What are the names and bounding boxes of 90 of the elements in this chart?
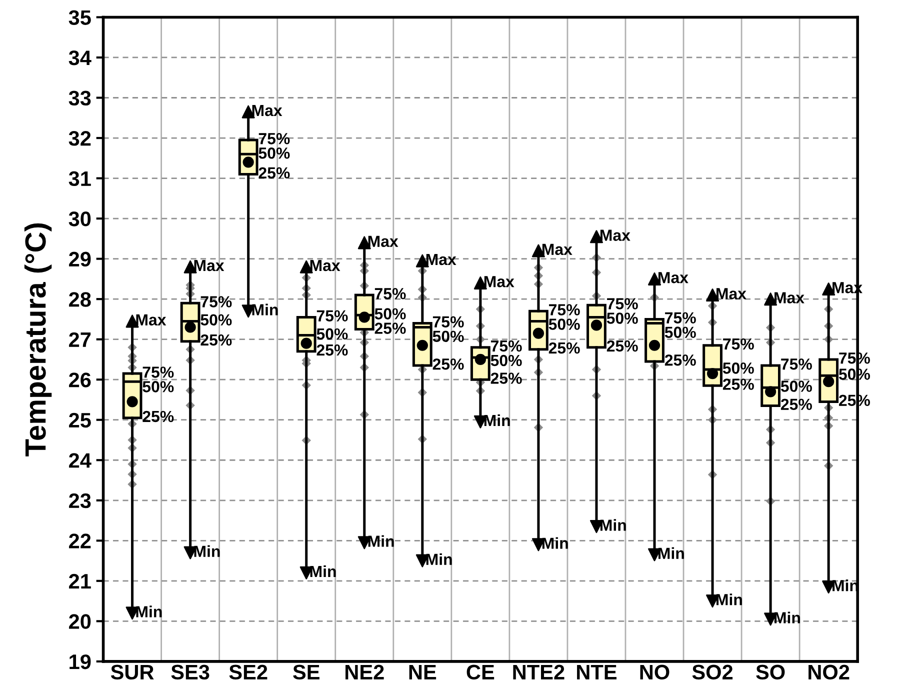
annotation: Min: [658, 547, 684, 559]
y-tick-label: 19: [70, 654, 91, 670]
annotation: 50%: [664, 326, 696, 338]
annotation: Min: [542, 537, 568, 549]
y-tick-label: 21: [69, 574, 91, 588]
x-tick-label: CE: [466, 664, 494, 680]
annotation: 50%: [780, 380, 812, 392]
annotation: Min: [774, 612, 800, 624]
x-tick-label: SO: [756, 664, 785, 680]
annotation: 25%: [664, 354, 696, 366]
y-tick-label: 32: [68, 131, 91, 146]
y-axis-title: Temperatura (°C): [24, 223, 52, 456]
annotation: Max: [600, 230, 630, 241]
annotation: 50%: [548, 318, 580, 330]
x-tick-label: NTE: [577, 664, 616, 680]
annotation: 50%: [432, 330, 464, 342]
annotation: Max: [658, 272, 688, 284]
annotation: 25%: [374, 322, 406, 334]
annotation: Min: [310, 565, 336, 577]
annotation: 50%: [316, 328, 348, 340]
annotation: Min: [484, 414, 510, 426]
annotation: 75%: [432, 316, 464, 328]
annotation: 25%: [258, 167, 290, 179]
y-tick-label: 35: [68, 10, 91, 26]
annotation: 25%: [200, 334, 232, 346]
annotation: Min: [600, 519, 626, 531]
y-tick-label: 22: [69, 534, 91, 548]
y-tick-label: 33: [68, 90, 91, 106]
annotation: Min: [252, 304, 278, 316]
annotation: 50%: [722, 362, 754, 374]
x-tick-label: NE2: [346, 664, 384, 680]
annotation: Max: [716, 288, 746, 300]
annotation: Max: [136, 314, 166, 326]
annotation: Max: [426, 254, 456, 266]
y-tick-label: 27: [69, 332, 91, 347]
y-tick-label: 34: [68, 50, 92, 66]
annotation: Max: [368, 236, 398, 247]
y-tick-label: 31: [68, 171, 91, 186]
x-tick-label: NE: [409, 664, 436, 680]
y-tick-label: 25: [69, 412, 91, 428]
annotation: 75%: [723, 338, 754, 350]
annotation: Max: [310, 260, 340, 272]
annotation: Max: [252, 104, 282, 116]
annotation: 75%: [549, 304, 580, 316]
annotation: 50%: [374, 308, 406, 320]
x-tick-label: SO2: [692, 664, 733, 680]
y-tick-label: 30: [68, 212, 91, 226]
y-tick-label: 20: [69, 614, 91, 629]
annotation: 25%: [490, 372, 522, 384]
annotation: Min: [194, 545, 220, 557]
annotation: 75%: [316, 310, 348, 322]
annotation: 75%: [490, 340, 522, 352]
annotation: 75%: [374, 288, 406, 300]
annotation: 75%: [142, 366, 174, 378]
y-tick-label: 28: [69, 292, 91, 307]
annotation: 50%: [490, 354, 522, 366]
annotation: Max: [542, 244, 572, 256]
annotation: 50%: [200, 314, 232, 326]
annotation: Max: [774, 292, 804, 304]
annotation: 25%: [780, 398, 812, 410]
annotation: 50%: [258, 148, 290, 159]
y-tick-label: 24: [69, 453, 92, 468]
y-tick-label: 29: [69, 252, 91, 267]
annotation: 75%: [258, 133, 290, 144]
x-tick-label: NTE2: [513, 664, 564, 680]
y-tick-label: 26: [69, 372, 91, 388]
x-tick-label: SUR: [110, 664, 154, 680]
annotation: 75%: [665, 312, 696, 324]
x-tick-label: NO2: [808, 664, 850, 680]
annotation: 25%: [548, 342, 580, 354]
annotation: Min: [426, 553, 452, 565]
annotation: 25%: [142, 410, 174, 422]
x-tick-label: NO: [640, 664, 670, 680]
annotation: Max: [194, 260, 224, 272]
x-tick-label: SE3: [171, 664, 210, 680]
annotation: 75%: [200, 296, 232, 308]
annotation: 50%: [142, 381, 174, 392]
annotation: 75%: [607, 298, 638, 310]
annotation: Min: [136, 606, 162, 618]
y-tick-label: 23: [69, 493, 91, 508]
annotation: 50%: [606, 312, 638, 324]
annotation: Max: [484, 276, 514, 288]
x-tick-label: SE2: [229, 664, 268, 680]
annotation: 25%: [722, 378, 754, 390]
annotation: 75%: [781, 358, 812, 370]
x-tick-label: SE: [293, 664, 320, 680]
annotation: 25%: [316, 344, 348, 356]
annotation: 25%: [432, 358, 464, 370]
annotation: 25%: [606, 340, 638, 352]
annotation: Min: [368, 535, 394, 547]
